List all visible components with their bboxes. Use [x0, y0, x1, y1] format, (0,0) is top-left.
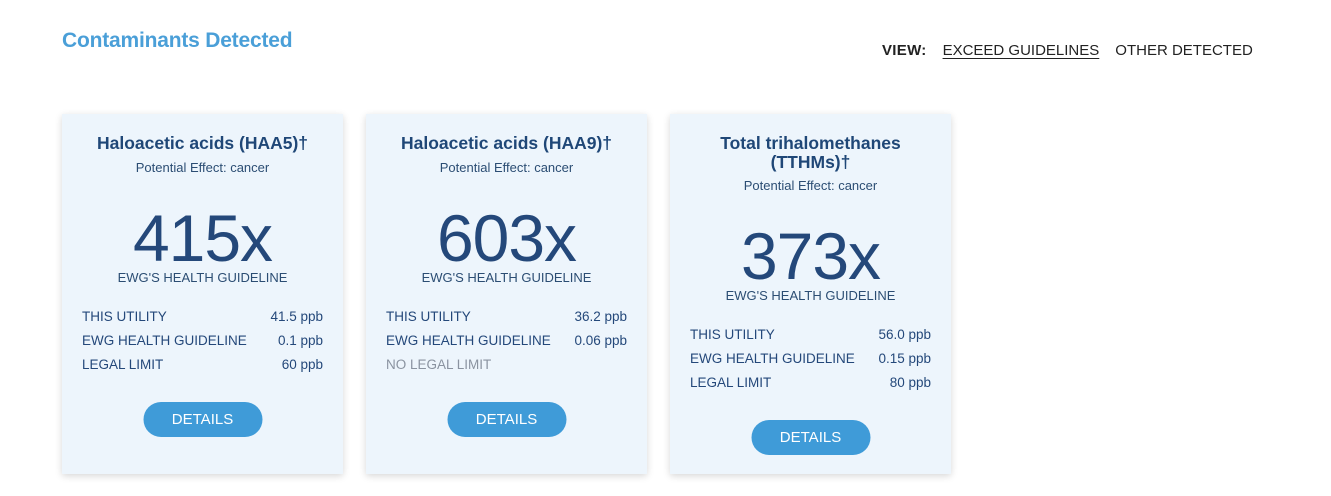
row-ewg-guideline: EWG HEALTH GUIDELINE 0.06 ppb: [386, 329, 627, 353]
details-button[interactable]: DETAILS: [751, 420, 870, 455]
row-ewg-guideline: EWG HEALTH GUIDELINE 0.15 ppb: [690, 347, 931, 371]
row-no-legal-limit: NO LEGAL LIMIT: [386, 353, 627, 377]
row-label: THIS UTILITY: [690, 327, 775, 342]
tab-exceed-guidelines[interactable]: EXCEED GUIDELINES: [942, 42, 1100, 59]
contaminant-name: Haloacetic acids (HAA9)†: [400, 133, 613, 153]
row-value: 0.15 ppb: [878, 351, 931, 366]
row-value: 60 ppb: [281, 357, 323, 372]
guideline-caption: EWG'S HEALTH GUIDELINE: [421, 270, 592, 285]
row-this-utility: THIS UTILITY 56.0 ppb: [690, 323, 931, 347]
measurement-table: THIS UTILITY 36.2 ppb EWG HEALTH GUIDELI…: [386, 305, 627, 377]
contaminant-card-haa5: Haloacetic acids (HAA5)† Potential Effec…: [62, 114, 343, 474]
row-label: LEGAL LIMIT: [82, 357, 164, 372]
guideline-multiplier: 373x: [740, 219, 881, 293]
row-value: 41.5 ppb: [270, 309, 323, 324]
measurement-table: THIS UTILITY 56.0 ppb EWG HEALTH GUIDELI…: [690, 323, 931, 395]
row-label: NO LEGAL LIMIT: [386, 357, 492, 372]
contaminant-name: Haloacetic acids (HAA5)†: [96, 133, 309, 153]
page-title: Contaminants Detected: [62, 29, 293, 52]
row-label: THIS UTILITY: [82, 309, 167, 324]
row-label: EWG HEALTH GUIDELINE: [386, 333, 551, 348]
row-value: 80 ppb: [889, 375, 931, 390]
row-label: LEGAL LIMIT: [690, 375, 772, 390]
row-value: 0.1 ppb: [277, 333, 323, 348]
row-this-utility: THIS UTILITY 41.5 ppb: [82, 305, 323, 329]
details-button[interactable]: DETAILS: [447, 402, 566, 437]
contaminant-card-haa9: Haloacetic acids (HAA9)† Potential Effec…: [366, 114, 647, 474]
row-this-utility: THIS UTILITY 36.2 ppb: [386, 305, 627, 329]
guideline-caption: EWG'S HEALTH GUIDELINE: [117, 270, 288, 285]
row-value: 0.06 ppb: [574, 333, 627, 348]
contaminant-card-tthms: Total trihalomethanes (TTHMs)† Potential…: [670, 114, 951, 474]
view-label: VIEW:: [882, 42, 927, 59]
row-value: 56.0 ppb: [878, 327, 931, 342]
guideline-multiplier: 415x: [132, 201, 273, 275]
measurement-table: THIS UTILITY 41.5 ppb EWG HEALTH GUIDELI…: [82, 305, 323, 377]
row-ewg-guideline: EWG HEALTH GUIDELINE 0.1 ppb: [82, 329, 323, 353]
row-label: EWG HEALTH GUIDELINE: [690, 351, 855, 366]
guideline-multiplier: 603x: [436, 201, 577, 275]
row-label: THIS UTILITY: [386, 309, 471, 324]
guideline-caption: EWG'S HEALTH GUIDELINE: [725, 288, 896, 303]
row-label: EWG HEALTH GUIDELINE: [82, 333, 247, 348]
potential-effect: Potential Effect: cancer: [439, 160, 574, 175]
row-legal-limit: LEGAL LIMIT 80 ppb: [690, 371, 931, 395]
potential-effect: Potential Effect: cancer: [135, 160, 270, 175]
row-value: 36.2 ppb: [574, 309, 627, 324]
tab-other-detected[interactable]: OTHER DETECTED: [1115, 42, 1253, 59]
view-filter: VIEW: EXCEED GUIDELINES OTHER DETECTED: [882, 42, 1269, 59]
details-button[interactable]: DETAILS: [143, 402, 262, 437]
potential-effect: Potential Effect: cancer: [743, 178, 878, 193]
row-legal-limit: LEGAL LIMIT 60 ppb: [82, 353, 323, 377]
contaminant-name: Total trihalomethanes (TTHMs)†: [720, 133, 901, 172]
